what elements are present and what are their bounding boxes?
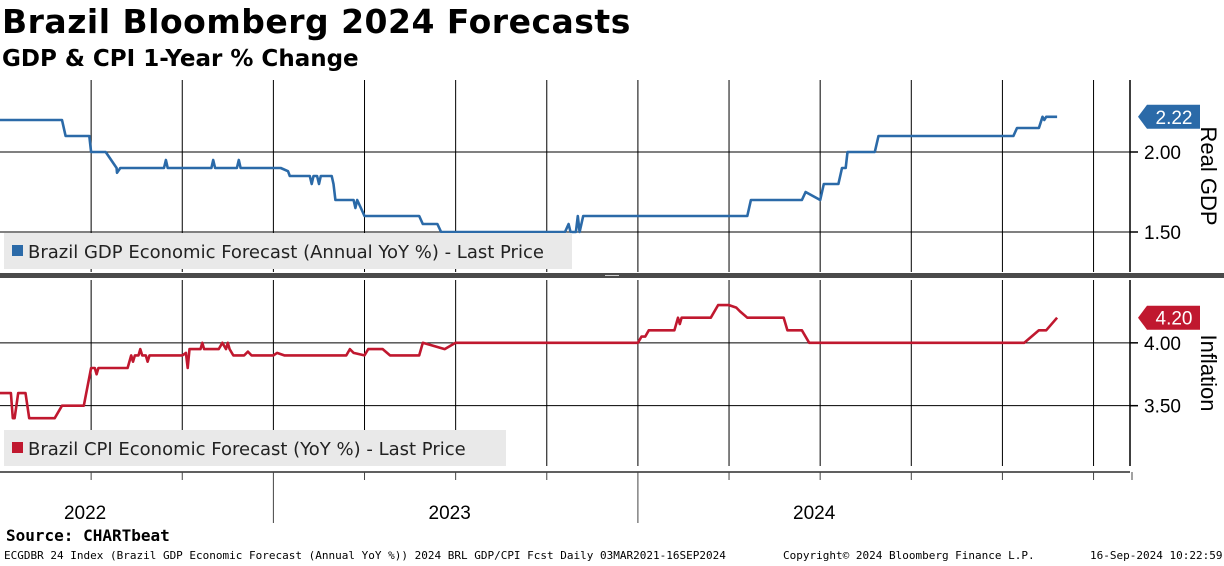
x-axis-label-2024: 2024 bbox=[793, 503, 836, 524]
cpi-legend-swatch bbox=[12, 442, 23, 453]
gdp-ytick-label: 2.00 bbox=[1144, 143, 1181, 164]
ticker-info: ECGDBR 24 Index (Brazil GDP Economic For… bbox=[4, 549, 726, 562]
gdp-last-value-label: 2.22 bbox=[1156, 108, 1193, 129]
cpi-ytick-label: 3.50 bbox=[1144, 397, 1181, 418]
legends: Brazil GDP Economic Forecast (Annual YoY… bbox=[4, 233, 572, 466]
cpi-last-value-badge bbox=[1138, 305, 1200, 330]
timestamp: 16-Sep-2024 10:22:59 bbox=[1090, 549, 1223, 562]
cpi-legend-box bbox=[4, 430, 506, 466]
cpi-ytick-label: 4.00 bbox=[1144, 334, 1181, 355]
cpi-axis-title: Inflation bbox=[1196, 334, 1221, 411]
cpi-legend-label: Brazil CPI Economic Forecast (YoY %) - L… bbox=[28, 439, 466, 460]
source-label: Source: CHARTbeat bbox=[6, 526, 170, 545]
gdp-legend-swatch bbox=[12, 245, 23, 256]
copyright: Copyright© 2024 Bloomberg Finance L.P. bbox=[783, 549, 1035, 562]
gdp-ytick-label: 1.50 bbox=[1144, 223, 1181, 244]
cpi-series-line bbox=[0, 303, 1059, 420]
gdp-legend-label: Brazil GDP Economic Forecast (Annual YoY… bbox=[28, 242, 544, 263]
series-lines bbox=[0, 115, 1059, 420]
cpi-last-value-label: 4.20 bbox=[1156, 309, 1193, 330]
gdp-last-value-badge bbox=[1138, 104, 1200, 129]
x-axis-label-2023: 2023 bbox=[429, 503, 471, 524]
x-axis-label-2022: 2022 bbox=[64, 503, 106, 524]
gdp-series-line bbox=[0, 115, 1058, 234]
chart-subtitle: GDP & CPI 1-Year % Change bbox=[2, 46, 359, 72]
chart-title: Brazil Bloomberg 2024 Forecasts bbox=[2, 2, 631, 41]
gdp-axis-title: Real GDP bbox=[1196, 126, 1221, 225]
gdp-legend-box bbox=[4, 233, 572, 269]
